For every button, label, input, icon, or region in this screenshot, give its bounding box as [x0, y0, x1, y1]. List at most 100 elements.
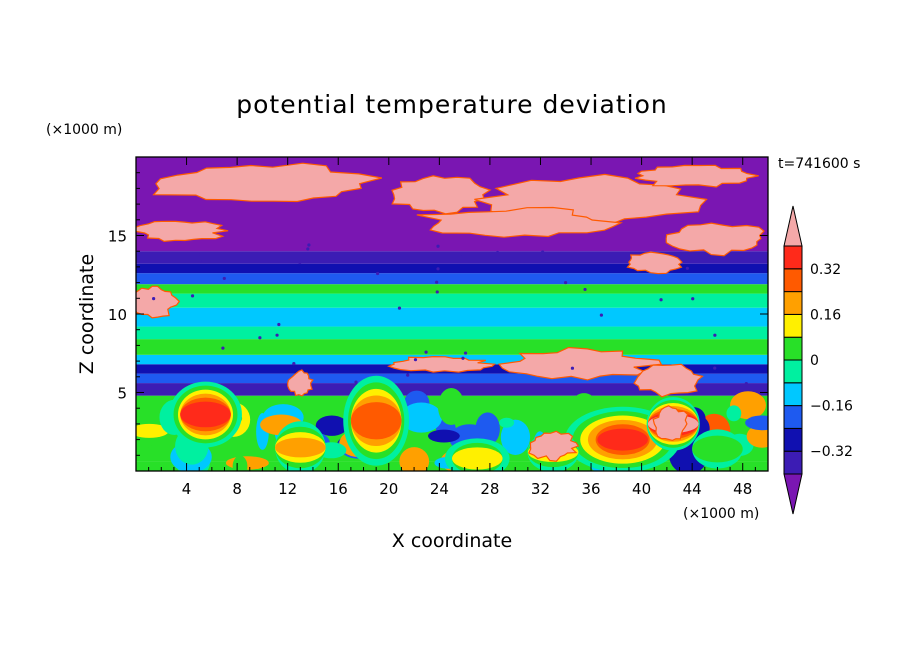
cold-dot-10 [463, 351, 468, 355]
cold-dot-37 [298, 260, 302, 265]
x-tick-label-36: 36 [581, 480, 600, 498]
colorbar-under [783, 473, 803, 515]
colorbar-label-4: −0.32 [810, 444, 853, 460]
thermal-1-ring-4 [350, 402, 402, 440]
y-axis: 5 10 15 [108, 172, 768, 456]
x-tick-label-48: 48 [733, 480, 752, 498]
warm-region-13 [528, 430, 580, 462]
cold-dot-5 [713, 366, 717, 370]
eddy-55 [572, 393, 596, 413]
eddy-56 [475, 412, 500, 446]
colorbar-box-5 [783, 359, 803, 384]
cold-dot-38 [436, 267, 440, 271]
thermal-5-ring-2 [452, 447, 503, 470]
chart-title: potential temperature deviation [236, 90, 667, 119]
cold-dot-7 [172, 258, 176, 262]
band-6 [136, 339, 768, 355]
cold-dot-34 [691, 297, 695, 301]
colorbar-box-8 [783, 291, 803, 315]
x-tick-label-44: 44 [683, 480, 702, 498]
x-axis-label: X coordinate [392, 530, 512, 552]
thermal-0-ring-5 [180, 401, 231, 428]
band-7 [136, 326, 768, 340]
x-tick-label-4: 4 [182, 480, 192, 498]
colorbar-box-9 [783, 268, 803, 293]
colorbar-label-3: −0.16 [810, 399, 853, 415]
eddy-31 [500, 419, 531, 455]
cold-dot-22 [659, 298, 663, 302]
band-10 [136, 284, 768, 294]
cold-dot-12 [275, 333, 279, 337]
warm-region-6 [665, 222, 765, 257]
warm-region-10 [633, 363, 704, 398]
cold-dot-26 [599, 313, 604, 317]
cold-dot-25 [570, 366, 575, 370]
cold-dot-24 [221, 346, 225, 350]
colorbar: 0.32 0.16 0 −0.16 −0.32 [783, 205, 853, 515]
cold-dot-6 [583, 287, 587, 292]
colorbar-label-0: 0.32 [810, 262, 841, 278]
y-tick-label-10: 10 [108, 306, 127, 324]
x-tick-label-16: 16 [329, 480, 348, 498]
thermal-4-ring-3 [275, 437, 326, 458]
eddy-64 [499, 417, 515, 428]
contour-field [136, 157, 768, 471]
cold-dot-8 [564, 280, 568, 285]
cold-dot-4 [436, 244, 440, 248]
cold-dot-16 [397, 306, 402, 310]
eddy-28 [400, 402, 443, 433]
eddy-23 [136, 423, 169, 438]
x-tick-label-32: 32 [531, 480, 550, 498]
thermal-7-ring-1 [692, 435, 743, 463]
warm-region-4 [416, 206, 624, 238]
x-tick-label-40: 40 [632, 480, 651, 498]
colorbar-box-10 [783, 245, 803, 270]
thermal-2-ring-5 [597, 428, 648, 451]
band-3 [136, 373, 768, 384]
cold-dot-3 [307, 243, 311, 247]
warm-region-7 [626, 251, 683, 275]
cold-dot-1 [413, 358, 418, 362]
warm-region-5 [136, 220, 229, 243]
eddy-18 [136, 436, 154, 449]
eddy-33 [437, 387, 465, 426]
eddy-69 [315, 415, 348, 436]
cold-dot-30 [685, 266, 689, 270]
warm-region-9 [497, 346, 663, 381]
cold-dot-13 [258, 336, 262, 340]
colorbar-box-1 [783, 450, 803, 475]
cold-dot-18 [435, 290, 439, 294]
eddy-19 [746, 424, 768, 448]
cold-dot-0 [306, 247, 310, 251]
cold-dot-2 [435, 280, 439, 284]
band-12 [136, 263, 768, 274]
x-tick-label-8: 8 [232, 480, 242, 498]
x-tick-label-12: 12 [278, 480, 297, 498]
eddy-26 [232, 455, 248, 471]
cold-dot-32 [424, 350, 428, 354]
eddy-51 [726, 405, 742, 422]
cold-dot-9 [713, 333, 717, 337]
warm-region-1 [391, 175, 492, 215]
x-axis: 4 8 12 16 20 24 28 32 36 40 44 48 [148, 157, 756, 498]
eddy-36 [399, 447, 430, 471]
warm-region-3 [634, 164, 759, 188]
eddy-39 [745, 415, 768, 431]
band-8 [136, 307, 768, 327]
cold-dot-20 [541, 250, 545, 254]
band-11 [136, 273, 768, 285]
cold-dot-19 [461, 356, 465, 360]
x-tick-label-28: 28 [480, 480, 499, 498]
cold-dot-35 [222, 276, 226, 281]
colorbar-box-6 [783, 336, 803, 361]
cold-dot-39 [495, 250, 500, 255]
cold-dot-31 [376, 271, 380, 276]
x-tick-label-24: 24 [430, 480, 449, 498]
cold-dot-14 [458, 255, 463, 259]
warm-region-12 [287, 369, 314, 397]
band-13 [136, 251, 768, 264]
cold-dot-21 [190, 294, 195, 298]
cold-dot-36 [354, 380, 358, 384]
eddy-65 [427, 429, 460, 443]
